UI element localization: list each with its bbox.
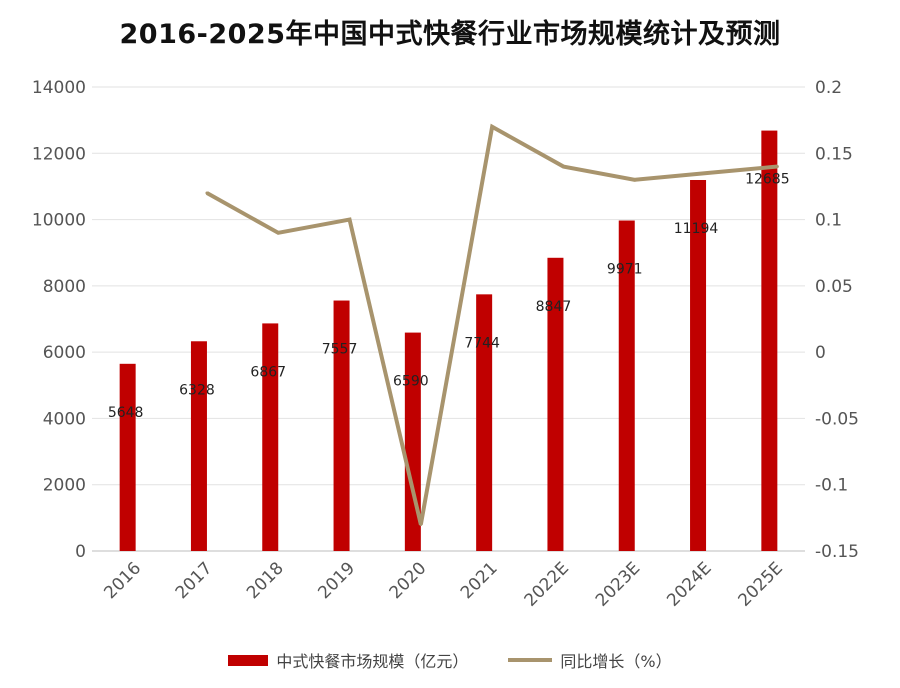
x-tick-label: 2021 xyxy=(457,558,502,603)
legend-item-line: 同比增长（%） xyxy=(508,648,672,672)
legend-line-swatch xyxy=(508,658,553,662)
bar xyxy=(119,363,136,551)
bar-data-label: 9971 xyxy=(607,262,643,278)
y-left-tick-label: 8000 xyxy=(43,277,86,297)
y-left-tick-label: 0 xyxy=(75,542,86,562)
x-tick-label: 2019 xyxy=(314,558,359,603)
line-point xyxy=(276,231,280,235)
bar-data-label: 11194 xyxy=(674,221,719,237)
bar xyxy=(618,220,635,551)
x-tick-label: 2024E xyxy=(663,558,715,610)
line-point xyxy=(633,178,637,182)
chart-legend: 中式快餐市场规模（亿元） 同比增长（%） xyxy=(0,648,900,672)
legend-bar-label: 中式快餐市场规模（亿元） xyxy=(276,652,469,671)
bar xyxy=(761,130,778,551)
x-tick-label: 2023E xyxy=(592,558,644,610)
bar-data-label: 6590 xyxy=(393,374,429,390)
y-left-tick-label: 2000 xyxy=(43,476,86,496)
y-left-tick-label: 4000 xyxy=(43,409,86,429)
y-right-tick-label: 0.15 xyxy=(815,144,853,164)
bar xyxy=(333,300,350,551)
x-tick-label: 2017 xyxy=(172,558,217,603)
x-tick-label: 2022E xyxy=(521,558,573,610)
y-right-tick-label: -0.15 xyxy=(815,542,859,562)
y-right-tick-label: 0 xyxy=(815,343,826,363)
y-left-tick-label: 6000 xyxy=(43,343,86,363)
y-right-tick-label: 0.1 xyxy=(815,211,842,231)
bar xyxy=(547,257,564,551)
line-point xyxy=(775,165,779,169)
y-left-tick-label: 10000 xyxy=(32,211,86,231)
x-tick-label: 2016 xyxy=(100,558,145,603)
line-point xyxy=(348,218,352,222)
x-tick-label: 2018 xyxy=(243,558,288,603)
y-right-tick-label: -0.05 xyxy=(815,409,859,429)
legend-line-label: 同比增长（%） xyxy=(560,652,672,671)
legend-bar-swatch xyxy=(228,654,269,666)
x-tick-label: 2025E xyxy=(735,558,787,610)
legend-item-bar: 中式快餐市场规模（亿元） xyxy=(228,648,468,672)
y-right-tick-label: -0.1 xyxy=(815,476,848,496)
bar-data-label: 12685 xyxy=(745,172,790,188)
y-left-tick-label: 12000 xyxy=(32,144,86,164)
bar-data-label: 6867 xyxy=(250,364,286,380)
bar-data-label: 7744 xyxy=(464,335,500,351)
x-tick-label: 2020 xyxy=(386,558,431,603)
bar xyxy=(690,179,707,552)
line-point xyxy=(704,171,708,175)
bar xyxy=(262,323,279,551)
bar-data-label: 8847 xyxy=(536,299,572,315)
y-left-tick-label: 14000 xyxy=(32,78,86,98)
line-point xyxy=(419,522,423,526)
line-point xyxy=(205,191,209,195)
bar xyxy=(404,332,421,551)
line-point xyxy=(490,125,494,129)
bar-data-label: 7557 xyxy=(322,342,358,358)
bar xyxy=(190,341,207,551)
bar-data-label: 5648 xyxy=(108,405,144,421)
chart-title: 2016-2025年中国中式快餐行业市场规模统计及预测 xyxy=(119,19,781,50)
y-right-tick-label: 0.05 xyxy=(815,277,853,297)
line-point xyxy=(561,165,565,169)
bar xyxy=(476,294,493,551)
y-right-tick-label: 0.2 xyxy=(815,78,842,98)
bar-data-label: 6328 xyxy=(179,382,215,398)
